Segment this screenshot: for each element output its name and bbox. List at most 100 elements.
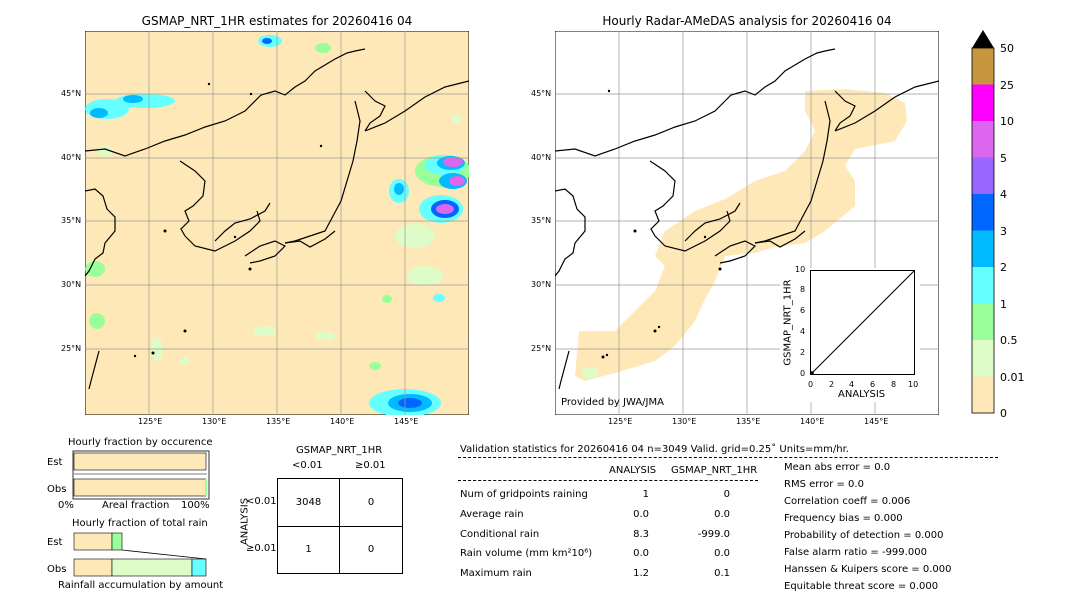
colorbar-label-5: 5: [1000, 152, 1007, 165]
colorbar-segment: [972, 157, 994, 194]
inset-xtick-6: 6: [870, 380, 876, 389]
total-rain-footer: Rainfall accumulation by amount: [58, 580, 224, 591]
stat-gsmap-average: 0.0: [714, 509, 730, 520]
left-lon-140: 140°E: [330, 417, 355, 426]
left-map-title: GSMAP_NRT_1HR estimates for 20260416 04: [141, 14, 413, 28]
left-coastlines: [85, 48, 469, 390]
colorbar-label-4: 4: [1000, 188, 1007, 201]
right-lon-145: 145°E: [864, 417, 889, 426]
score-mae: Mean abs error = 0.0: [784, 462, 891, 473]
colorbar-segment: [972, 230, 994, 267]
validation-col-gsmap: GSMAP_NRT_1HR: [671, 465, 758, 476]
total-rain-obs-label: Obs: [47, 564, 67, 575]
colorbar-segment: [972, 267, 994, 304]
left-lon-125: 125°E: [138, 417, 163, 426]
left-lon-135: 135°E: [266, 417, 291, 426]
colorbar-segment: [972, 121, 994, 158]
occurrence-title: Hourly fraction by occurence: [68, 437, 213, 448]
total-rain-obs-dry: [73, 558, 113, 577]
stat-analysis-conditional: 8.3: [633, 529, 649, 540]
total-rain-title: Hourly fraction of total rain: [72, 518, 208, 529]
contingency-cell-10: 1: [305, 544, 312, 555]
stat-label-raining: Num of gridpoints raining: [460, 489, 588, 500]
radar-credit: Provided by JWA/JMA: [561, 397, 664, 408]
right-lon-135: 135°E: [736, 417, 761, 426]
left-lon-130: 130°E: [202, 417, 227, 426]
colorbar-label-3: 3: [1000, 225, 1007, 238]
occurrence-est-label: Est: [47, 457, 63, 468]
total-rain-bars: [73, 532, 207, 577]
contingency-col-lt: <0.01: [292, 460, 323, 471]
inset-ytick-10: 10: [795, 265, 806, 274]
inset-point: [810, 371, 814, 375]
right-lat-30: 30°N: [531, 280, 552, 289]
occurrence-est-bar: [73, 452, 207, 471]
stat-label-conditional: Conditional rain: [460, 529, 540, 540]
score-correlation: Correlation coeff = 0.006: [784, 496, 911, 507]
inset-ytick-2: 2: [800, 348, 806, 357]
inset-xtick-10: 10: [908, 380, 919, 389]
validation-divider-top: [458, 457, 998, 458]
colorbar-label-0-01: 0.01: [1000, 371, 1025, 384]
validation-col-analysis: ANALYSIS: [609, 465, 657, 476]
inset-xtick-8: 8: [891, 380, 897, 389]
contingency-title: GSMAP_NRT_1HR: [296, 445, 383, 456]
occurrence-axis-right: 100%: [181, 500, 210, 511]
left-rain-patches: [85, 35, 469, 415]
left-map: [85, 31, 469, 415]
validation-header: Validation statistics for 20260416 04 n=…: [460, 444, 849, 455]
inset-scatter: [810, 270, 915, 375]
stat-gsmap-conditional: -999.0: [697, 529, 730, 540]
right-map: [555, 31, 939, 415]
right-coastlines: [555, 48, 939, 390]
right-lon-140: 140°E: [800, 417, 825, 426]
left-lat-40: 40°N: [61, 153, 82, 162]
score-ets: Equitable threat score = 0.000: [784, 581, 939, 592]
left-grid: [85, 31, 469, 415]
occurrence-obs-bar: [73, 478, 207, 497]
occurrence-obs-rain: [205, 479, 207, 496]
contingency-grid: 3048 0 1 0: [277, 478, 403, 574]
score-far: False alarm ratio = -999.000: [784, 547, 927, 558]
inset-xtick-0: 0: [808, 380, 814, 389]
inset-ytick-6: 6: [800, 306, 806, 315]
left-islands: [133, 82, 323, 358]
contingency-cell-00: 3048: [295, 497, 322, 508]
colorbar-segment: [972, 48, 994, 85]
colorbar-segment: [972, 84, 994, 121]
inset-diagonal: [810, 270, 915, 375]
right-lat-35: 35°N: [531, 216, 552, 225]
stat-label-average: Average rain: [460, 509, 524, 520]
validation-divider-cols: [458, 480, 758, 481]
stat-gsmap-raining: 0: [723, 489, 730, 500]
right-lat-25: 25°N: [531, 344, 552, 353]
inset-ylabel: GSMAP_NRT_1HR: [782, 279, 794, 366]
colorbar-label-0: 0: [1000, 407, 1007, 420]
left-lat-35: 35°N: [61, 216, 82, 225]
stat-analysis-average: 0.0: [633, 509, 649, 520]
right-map-title: Hourly Radar-AMeDAS analysis for 2026041…: [602, 14, 892, 28]
colorbar-segment: [972, 340, 994, 377]
right-rain-patch: [582, 367, 598, 379]
total-rain-est-label: Est: [47, 537, 63, 548]
right-lon-125: 125°E: [608, 417, 633, 426]
colorbar-label-10: 10: [1000, 115, 1014, 128]
total-rain-est-dry: [73, 532, 113, 551]
colorbar-label-25: 25: [1000, 79, 1014, 92]
total-rain-obs-moderate: [191, 558, 207, 577]
left-lat-45: 45°N: [61, 89, 82, 98]
stat-gsmap-volume: 0.0: [714, 548, 730, 559]
inset-xtick-4: 4: [849, 380, 855, 389]
inset-xtick-2: 2: [829, 380, 835, 389]
occurrence-axis-left: 0%: [58, 500, 74, 511]
inset-ytick-4: 4: [800, 327, 806, 336]
stat-analysis-maximum: 1.2: [633, 568, 649, 579]
inset-xlabel: ANALYSIS: [838, 389, 886, 400]
colorbar-label-50: 50: [1000, 42, 1014, 55]
stat-label-volume: Rain volume (mm km²10⁶): [460, 548, 593, 559]
occurrence-bars: [72, 450, 210, 500]
occurrence-obs-label: Obs: [47, 484, 67, 495]
stat-label-maximum: Maximum rain: [460, 568, 532, 579]
colorbar-label-1: 1: [1000, 298, 1007, 311]
total-rain-est-rain: [111, 532, 123, 551]
